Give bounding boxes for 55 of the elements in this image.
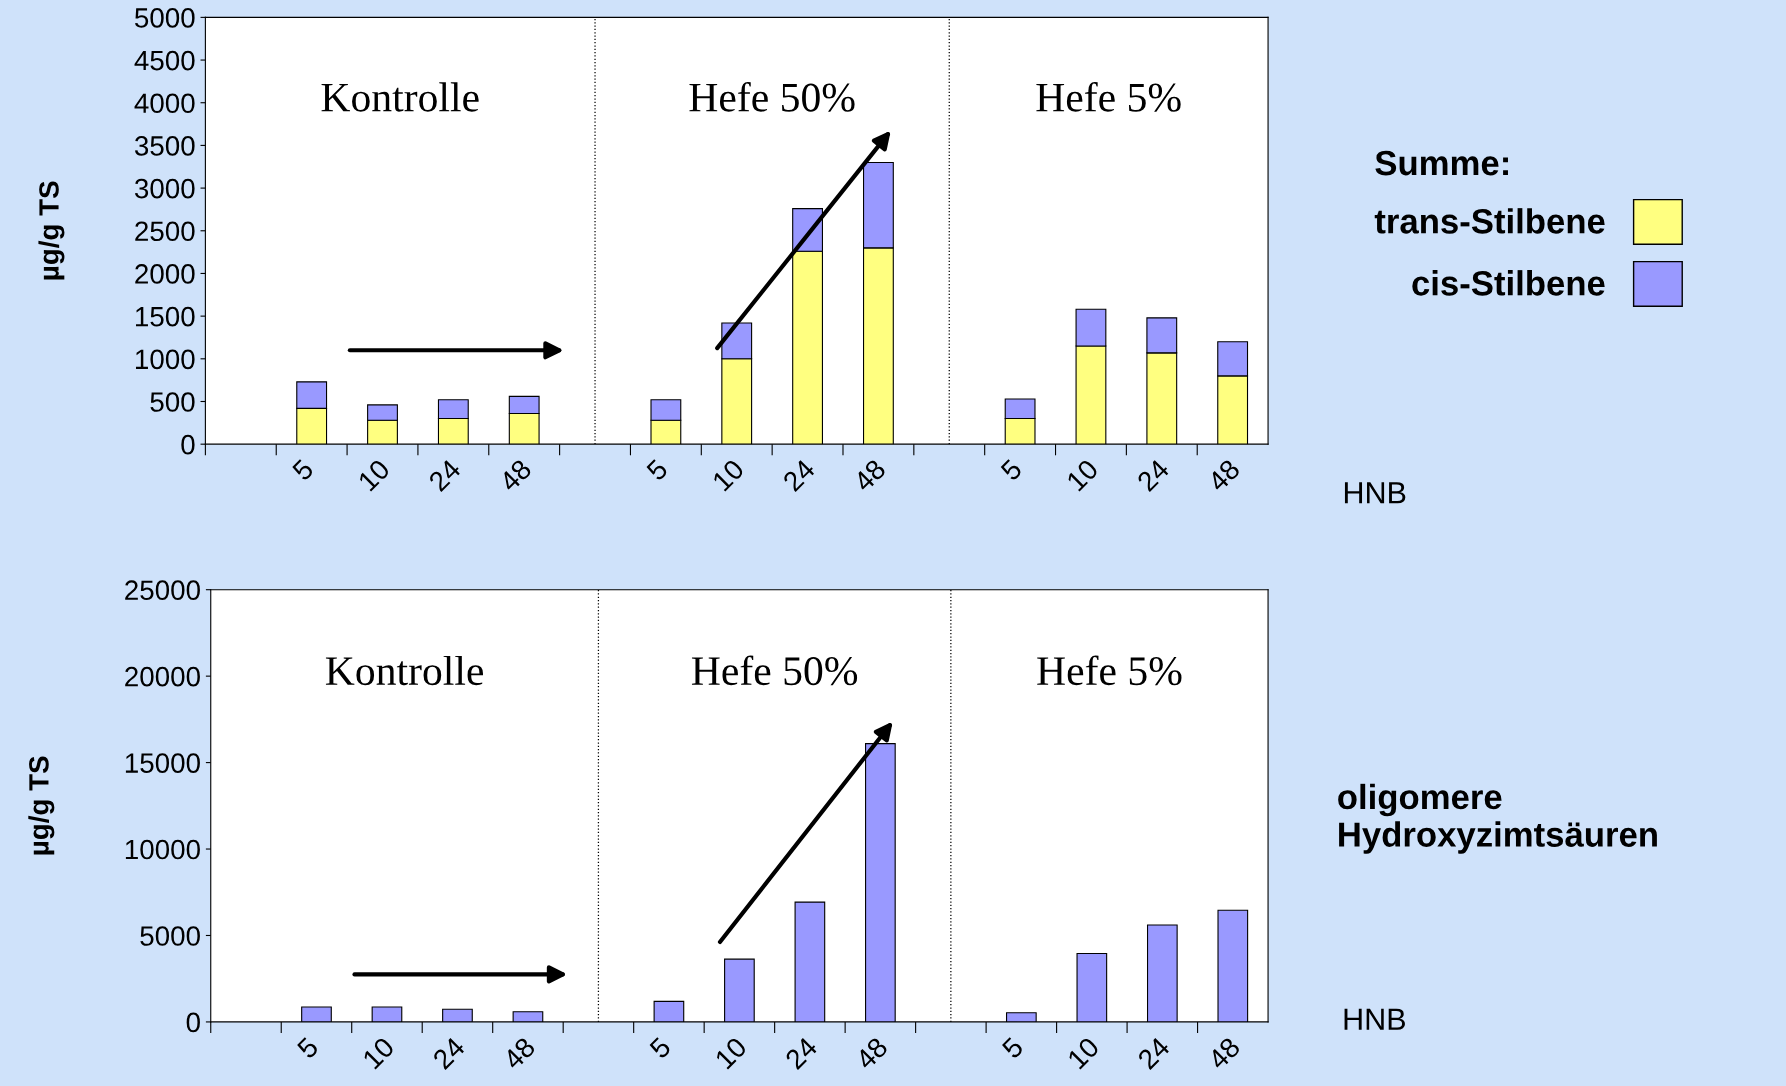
legend-label: cis-Stilbene xyxy=(1412,270,1605,296)
x-axis-title: HNB xyxy=(1344,1008,1405,1030)
annotation: Hefe 5% xyxy=(1037,655,1182,686)
annotation: Hefe 50% xyxy=(689,81,855,112)
y-tick-label: 15000 xyxy=(125,753,200,773)
x-tick-label: 48 xyxy=(854,1036,889,1071)
x-tick-label: 48 xyxy=(501,1036,537,1071)
y-tick-label: 0 xyxy=(181,434,195,455)
y-axis-title: µg/g TS xyxy=(28,756,55,855)
legend-title: Summe: xyxy=(1375,150,1508,176)
x-tick-label: 5 xyxy=(648,1036,672,1060)
y-axis-title: µg/g TS xyxy=(38,181,65,280)
y-tick-label: 5000 xyxy=(134,8,195,28)
x-tick-label: 10 xyxy=(714,1036,748,1070)
text: oligomere Hydroxyzimtsäuren xyxy=(1338,783,1657,854)
y-tick-label: 3500 xyxy=(134,136,195,156)
x-tick-label: 5 xyxy=(1001,1036,1025,1060)
x-tick-label: 24 xyxy=(1136,1035,1171,1070)
x-tick-label: 48 xyxy=(852,458,887,493)
y-tick-label: 500 xyxy=(150,392,195,412)
y-tick-label: 4500 xyxy=(134,50,195,71)
y-tick-label: 2000 xyxy=(135,264,195,284)
x-tick-label: 24 xyxy=(784,1035,819,1070)
y-tick-label: 0 xyxy=(186,1012,200,1033)
y-tick-label: 20000 xyxy=(125,666,200,687)
y-tick-label: 1000 xyxy=(136,349,195,370)
annotation: Hefe 50% xyxy=(691,655,858,686)
x-tick-label: 5 xyxy=(645,458,669,482)
x-tick-label: 48 xyxy=(1206,1036,1242,1071)
y-tick-label: 3000 xyxy=(134,178,195,199)
y-tick-label: 5000 xyxy=(140,926,200,946)
y-tick-label: 10000 xyxy=(125,839,200,860)
annotation: Kontrolle xyxy=(321,82,479,112)
y-tick-label: 2500 xyxy=(135,221,195,242)
x-tick-label: 24 xyxy=(427,458,462,493)
x-tick-label: 5 xyxy=(291,458,315,482)
x-tick-label: 5 xyxy=(296,1036,320,1060)
annotation: Hefe 5% xyxy=(1036,81,1181,112)
x-tick-label: 24 xyxy=(781,458,816,493)
x-tick-label: 10 xyxy=(1065,458,1100,492)
x-tick-label: 10 xyxy=(361,1036,396,1070)
y-tick-label: 25000 xyxy=(125,580,200,601)
x-tick-label: 10 xyxy=(1066,1036,1101,1070)
x-tick-label: 24 xyxy=(1136,458,1171,493)
annotation: Kontrolle xyxy=(325,655,483,686)
legend-label: trans-Stilbene xyxy=(1374,208,1605,234)
x-tick-label: 10 xyxy=(711,458,746,492)
x-axis-title: HNB xyxy=(1344,482,1406,504)
y-tick-label: 4000 xyxy=(134,93,195,114)
x-tick-label: 10 xyxy=(357,458,391,492)
x-tick-label: 48 xyxy=(498,458,533,493)
x-tick-label: 48 xyxy=(1206,458,1241,493)
x-tick-label: 5 xyxy=(999,458,1023,482)
x-tick-label: 24 xyxy=(431,1035,466,1070)
y-tick-label: 1500 xyxy=(136,306,195,327)
